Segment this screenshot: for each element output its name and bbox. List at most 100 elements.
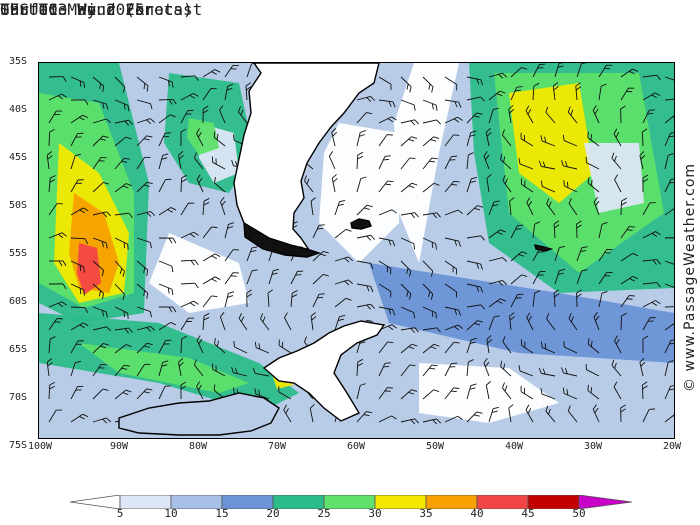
- wind-barb: [664, 412, 674, 423]
- forecast-date: Thu 01 May 2025: [0, 0, 145, 19]
- wind-barb: [483, 151, 490, 170]
- wind-barb: [178, 151, 184, 170]
- wind-barb: [202, 105, 209, 124]
- wind-barb: [202, 276, 221, 285]
- wind-barb: [238, 312, 248, 331]
- legend-value: 50: [572, 507, 586, 520]
- wind-barb: [202, 198, 210, 216]
- wind-barb: [593, 197, 600, 216]
- wind-barb: [620, 105, 626, 124]
- wind-barb: [180, 128, 187, 147]
- wind-barb: [664, 98, 674, 101]
- wind-barb: [642, 92, 661, 101]
- wind-barb: [466, 411, 483, 423]
- wind-barb: [642, 174, 649, 193]
- wind-barb: [92, 417, 112, 424]
- wind-barb: [70, 99, 89, 106]
- wind-barb: [70, 340, 84, 354]
- wind-barb: [444, 155, 458, 170]
- wind-barb: [70, 385, 84, 400]
- wind-barb: [664, 153, 674, 170]
- wind-barb: [400, 306, 416, 319]
- wind-barb: [400, 99, 416, 111]
- wind-barb: [136, 363, 151, 377]
- wind-barb: [520, 385, 534, 400]
- wind-speed-region: [369, 263, 674, 363]
- wind-barb: [562, 387, 578, 400]
- wind-barb: [642, 231, 661, 239]
- wind-barb: [567, 405, 578, 423]
- wind-barb: [158, 178, 172, 193]
- wind-barb: [466, 337, 478, 354]
- wind-barb: [328, 151, 336, 170]
- wind-barb: [466, 235, 485, 241]
- wind-barb: [642, 109, 655, 124]
- wind-barb: [576, 289, 582, 308]
- wind-barb: [664, 260, 674, 271]
- wind-barb: [312, 250, 329, 262]
- wind-barb: [520, 178, 534, 193]
- wind-barb: [356, 204, 373, 216]
- wind-barb: [356, 411, 373, 423]
- wind-barb: [400, 389, 418, 400]
- wind-barb: [356, 358, 364, 377]
- wind-barb: [664, 321, 674, 331]
- wind-barb: [613, 381, 622, 400]
- wind-barb: [444, 99, 462, 108]
- wind-speed-region: [584, 143, 644, 213]
- wind-barb: [158, 260, 174, 273]
- forecast-label: GFS 003 Hour Forecast: [0, 0, 203, 19]
- wind-barb: [620, 312, 627, 331]
- wind-barb: [502, 336, 512, 354]
- wind-barb: [508, 105, 515, 124]
- legend-value: 15: [215, 507, 229, 520]
- wind-barb: [158, 360, 169, 377]
- wind-barb: [312, 293, 325, 308]
- wind-barb: [587, 177, 600, 193]
- wind-barb: [312, 224, 325, 239]
- wind-barb: [466, 96, 486, 102]
- wind-barb: [70, 306, 89, 314]
- wind-barb: [92, 135, 109, 147]
- wind-barb: [92, 156, 107, 170]
- wind-barb: [158, 385, 171, 400]
- wind-barb: [114, 364, 130, 377]
- wind-barb: [540, 341, 556, 354]
- wind-barb: [114, 212, 133, 218]
- wind-barb: [92, 211, 112, 218]
- wind-barb: [526, 312, 534, 331]
- latitude-label: 60S: [9, 296, 28, 307]
- credit-watermark: © www.PassageWeather.com: [682, 162, 698, 392]
- coast-falklands: [350, 218, 372, 230]
- wind-barb: [92, 283, 104, 300]
- wind-barb: [466, 205, 484, 216]
- wind-speed-region: [77, 243, 101, 295]
- wind-barb: [378, 99, 396, 108]
- wind-barb: [509, 197, 515, 216]
- wind-barb: [224, 222, 235, 239]
- coast-tierra-del-fuego: [243, 221, 322, 258]
- wind-barb: [538, 367, 556, 377]
- wind-barb: [642, 259, 661, 265]
- wind-barb: [641, 128, 648, 147]
- wind-barb: [70, 260, 85, 273]
- wind-barb: [546, 198, 556, 216]
- wind-barb: [356, 303, 375, 310]
- latitude-label: 55S: [9, 248, 28, 259]
- wind-barb: [520, 339, 534, 354]
- wind-barb: [554, 245, 566, 262]
- wind-barb: [224, 291, 235, 308]
- wind-speed-region: [79, 343, 249, 393]
- legend-swatch: [221, 495, 274, 509]
- wind-barb: [611, 359, 622, 377]
- wind-barb: [562, 134, 578, 147]
- wind-barb: [48, 203, 63, 216]
- wind-barb: [158, 153, 169, 170]
- wind-barb: [92, 388, 109, 400]
- wind-barb: [444, 180, 460, 193]
- wind-barb: [444, 116, 463, 124]
- wind-barb: [444, 237, 461, 247]
- wind-barb: [334, 297, 352, 308]
- latitude-label: 70S: [9, 392, 28, 403]
- wind-barb: [444, 341, 460, 354]
